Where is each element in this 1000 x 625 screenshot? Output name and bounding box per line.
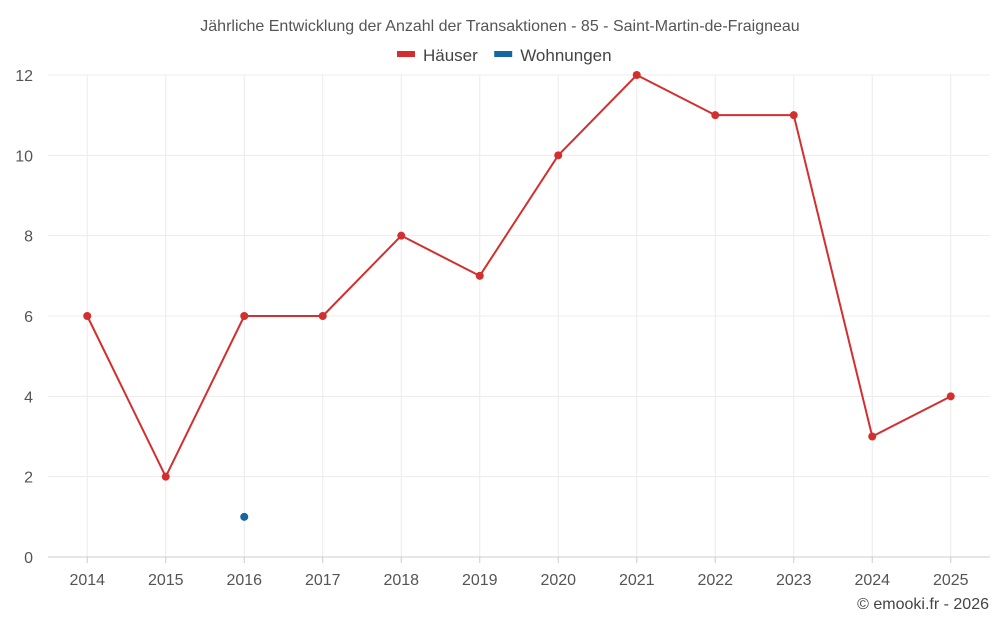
- legend-label: Wohnungen: [520, 46, 611, 65]
- data-point: [946, 392, 955, 401]
- x-tick-label: 2018: [383, 572, 419, 589]
- legend-label: Häuser: [423, 46, 478, 65]
- y-tick-label: 2: [24, 470, 33, 487]
- x-tick-label: 2019: [462, 572, 498, 589]
- data-point: [83, 312, 92, 320]
- axes: 0 2 4 6 8 10 12 2014 2015 2016 2017 2018 2019 2020 202…: [15, 68, 990, 589]
- data-point: [240, 512, 249, 521]
- data-point: [632, 71, 641, 79]
- x-tick-label: 2025: [933, 572, 969, 589]
- y-tick-label: 10: [15, 148, 33, 165]
- data-point: [161, 472, 170, 481]
- data-point: [318, 312, 327, 320]
- y-tick-label: 0: [24, 550, 33, 567]
- data-point: [397, 231, 406, 240]
- data-point: [475, 271, 484, 280]
- legend-swatch: [397, 51, 415, 57]
- chart-credit: © emooki.fr - 2026: [857, 596, 989, 613]
- data-point: [868, 432, 877, 441]
- grid: [48, 74, 990, 557]
- y-tick-label: 4: [24, 389, 33, 406]
- x-tick-label: 2016: [226, 572, 262, 589]
- series-area: [83, 71, 955, 521]
- data-point: [554, 151, 563, 160]
- data-point: [711, 111, 720, 120]
- legend: Häuser Wohnungen: [397, 46, 612, 65]
- data-point: [240, 312, 249, 320]
- x-tick-label: 2022: [697, 572, 733, 589]
- x-tick-label: 2015: [148, 572, 184, 589]
- legend-swatch: [494, 51, 513, 57]
- data-point: [789, 111, 798, 120]
- x-tick-label: 2023: [776, 572, 812, 589]
- x-tick-label: 2024: [854, 572, 890, 589]
- x-tick-label: 2014: [69, 572, 105, 589]
- y-tick-label: 8: [24, 229, 33, 246]
- y-tick-label: 12: [15, 68, 33, 85]
- series-line: [86, 74, 952, 478]
- x-tick-label: 2020: [540, 572, 576, 589]
- x-tick-label: 2017: [305, 572, 341, 589]
- x-tick-label: 2021: [619, 572, 655, 589]
- y-tick-label: 6: [24, 309, 33, 326]
- chart-title: Jährliche Entwicklung der Anzahl der Tra…: [200, 18, 799, 35]
